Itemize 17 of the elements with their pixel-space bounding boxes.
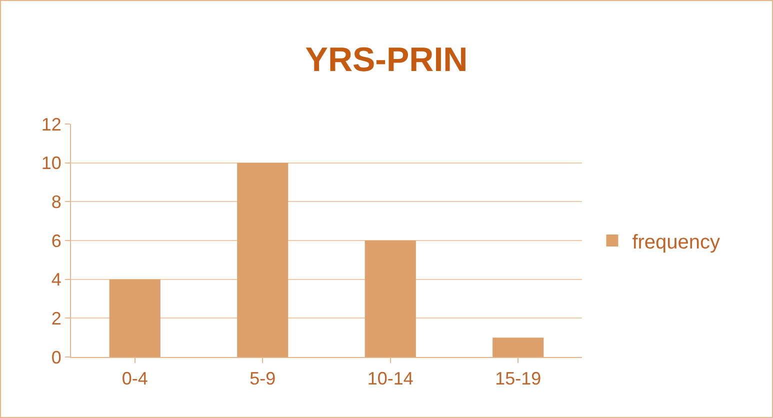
bar xyxy=(109,279,160,357)
x-tick-label: 5-9 xyxy=(250,368,276,389)
y-tick-label: 12 xyxy=(41,114,62,134)
bar xyxy=(237,162,288,357)
y-tick-label: 8 xyxy=(51,192,62,212)
bar xyxy=(492,338,544,357)
legend-label: frequency xyxy=(632,231,720,254)
bar xyxy=(364,240,416,357)
y-tick-label: 2 xyxy=(51,308,62,328)
y-tick-label: 6 xyxy=(51,230,62,251)
y-tick-label: 10 xyxy=(41,153,62,174)
x-tick-label: 0-4 xyxy=(122,368,148,389)
y-tick-label: 0 xyxy=(51,347,62,368)
x-tick-label: 15-19 xyxy=(495,368,542,389)
chart-title: YRS-PRIN xyxy=(305,41,468,80)
x-tick-label: 10-14 xyxy=(367,368,414,389)
y-tick-label: 4 xyxy=(51,270,62,290)
